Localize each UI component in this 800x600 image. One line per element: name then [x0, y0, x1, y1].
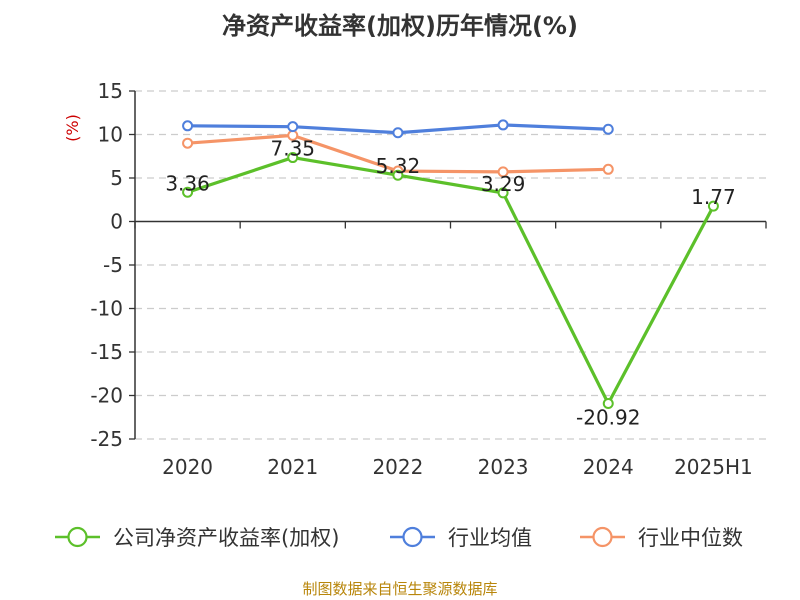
legend-label: 行业中位数 [638, 526, 743, 550]
legend-swatch-marker [592, 526, 613, 548]
data-point [707, 200, 719, 212]
y-tick-label: -10 [90, 297, 123, 321]
data-label: -20.92 [576, 406, 640, 430]
data-point [392, 169, 404, 181]
data-label: 7.35 [270, 137, 315, 161]
chart-title: 净资产收益率(加权)历年情况(%) [222, 12, 578, 40]
data-point [182, 186, 194, 198]
data-label: 1.77 [691, 185, 736, 209]
legend-label: 行业均值 [448, 526, 532, 550]
data-point [497, 119, 509, 131]
data-point [287, 121, 299, 133]
y-tick-label: -25 [90, 427, 123, 451]
x-tick-label: 2024 [583, 455, 634, 479]
x-tick-label: 2025H1 [674, 455, 753, 479]
data-point [182, 120, 194, 132]
grid-lines [135, 90, 766, 440]
data-label: 5.32 [376, 154, 421, 178]
y-tick-label: 0 [110, 210, 123, 234]
axes: 15 10 5 0 -5 -10 -15 -20 -25 2020 2021 2022 2023 2024… [90, 79, 767, 479]
data-point [602, 163, 614, 175]
x-tick-label: 2023 [478, 455, 529, 479]
data-labels: 3.36 7.35 5.32 3.29 -20.92 1.77 [165, 137, 735, 430]
y-tick-label: 10 [98, 123, 123, 147]
legend-swatch-marker [67, 526, 88, 548]
series-layer [182, 119, 719, 410]
x-tick-label: 2022 [372, 455, 423, 479]
y-tick-label: -15 [90, 340, 123, 364]
source-note: 制图数据来自恒生聚源数据库 [302, 580, 498, 598]
legend-swatch-marker [402, 526, 423, 548]
y-tick-label: -5 [103, 253, 123, 277]
data-point [602, 123, 614, 135]
legend: 公司净资产收益率(加权) 行业均值 行业中位数 [55, 526, 743, 550]
data-point [392, 127, 404, 139]
data-point [497, 187, 509, 199]
data-point [497, 166, 509, 178]
x-tick-label: 2021 [267, 455, 318, 479]
series-line-0 [187, 155, 715, 406]
data-point [287, 152, 299, 164]
legend-label: 公司净资产收益率(加权) [113, 526, 339, 550]
x-tick-label: 2020 [162, 455, 213, 479]
y-axis-label: (%) [63, 114, 82, 142]
data-point [602, 398, 614, 410]
y-tick-label: 15 [98, 79, 123, 103]
data-label: 3.29 [481, 172, 526, 196]
data-point [182, 137, 194, 149]
y-tick-label: -20 [90, 384, 123, 408]
y-tick-label: 5 [110, 166, 123, 190]
data-label: 3.36 [165, 171, 210, 195]
